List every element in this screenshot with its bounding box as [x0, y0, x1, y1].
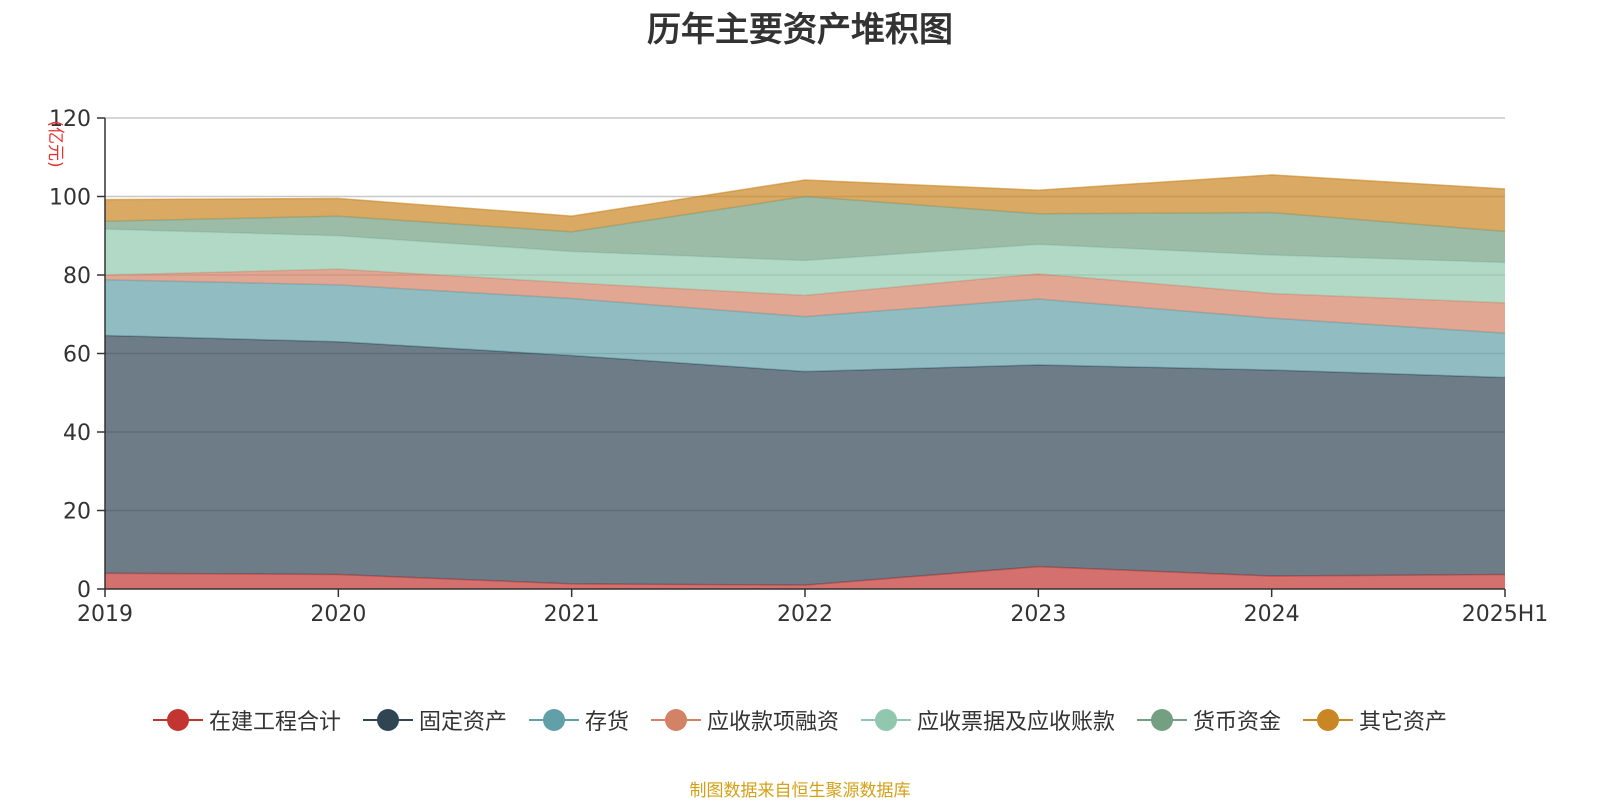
legend-item-6[interactable]: 其它资产 — [1303, 704, 1447, 736]
legend-marker-icon — [650, 709, 701, 731]
area-line-6 — [104, 174, 1506, 217]
legend-marker-icon — [1303, 709, 1354, 731]
y-tick-label: 40 — [63, 421, 91, 446]
area-1 — [105, 335, 1505, 586]
x-tick-label: 2019 — [77, 602, 133, 627]
legend-label: 其它资产 — [1359, 710, 1448, 735]
chart-title: 历年主要资产堆积图 — [647, 10, 953, 50]
legend-label: 在建工程合计 — [208, 710, 341, 735]
legend-label: 应收票据及应收账款 — [917, 710, 1116, 735]
x-tick-label: 2022 — [777, 602, 833, 627]
legend-item-3[interactable]: 应收款项融资 — [650, 704, 839, 736]
x-tick-label: 2024 — [1244, 602, 1300, 627]
legend-marker-icon — [1137, 709, 1188, 731]
area-5 — [105, 196, 1505, 263]
source-note: 制图数据来自恒生聚源数据库 — [689, 781, 911, 801]
y-axis-unit-label: (亿元) — [45, 120, 65, 167]
area-2 — [105, 279, 1505, 378]
legend-item-4[interactable]: 应收票据及应收账款 — [861, 704, 1115, 736]
area-6 — [105, 174, 1505, 232]
x-tick-label: 2021 — [544, 602, 600, 627]
legend-marker-icon — [861, 709, 911, 731]
y-tick-label: 60 — [63, 343, 91, 368]
area-series — [104, 174, 1506, 589]
legend: 在建工程合计 固定资产 存货 应收款项融资 应收票据及应收账款 货币资金 其它资产 — [0, 702, 1600, 738]
legend-item-1[interactable]: 固定资产 — [362, 704, 507, 736]
legend-label: 固定资产 — [418, 710, 507, 735]
legend-label: 货币资金 — [1193, 710, 1282, 735]
y-tick-label: 80 — [63, 264, 91, 289]
legend-marker-icon — [152, 709, 203, 731]
axes: 0 20 40 60 80 100 120 2019 2020 2021 2022 2023 2024 2… — [49, 107, 1548, 627]
area-3 — [105, 269, 1505, 334]
legend-item-2[interactable]: 存货 — [528, 704, 629, 736]
y-tick-label: 100 — [49, 186, 91, 211]
legend-item-5[interactable]: 货币资金 — [1137, 704, 1281, 736]
y-tick-label: 0 — [77, 578, 91, 603]
legend-item-0[interactable]: 在建工程合计 — [152, 704, 341, 736]
legend-marker-icon — [528, 709, 579, 731]
area-0 — [105, 566, 1505, 589]
legend-label: 应收款项融资 — [706, 710, 839, 735]
x-tick-label: 2020 — [310, 602, 366, 627]
x-tick-label: 2025H1 — [1462, 602, 1549, 627]
y-tick-label: 120 — [49, 107, 91, 132]
legend-label: 存货 — [584, 710, 629, 735]
legend-marker-icon — [362, 709, 413, 731]
y-tick-label: 20 — [63, 500, 91, 525]
area-4 — [105, 229, 1505, 303]
x-tick-label: 2023 — [1010, 602, 1066, 627]
